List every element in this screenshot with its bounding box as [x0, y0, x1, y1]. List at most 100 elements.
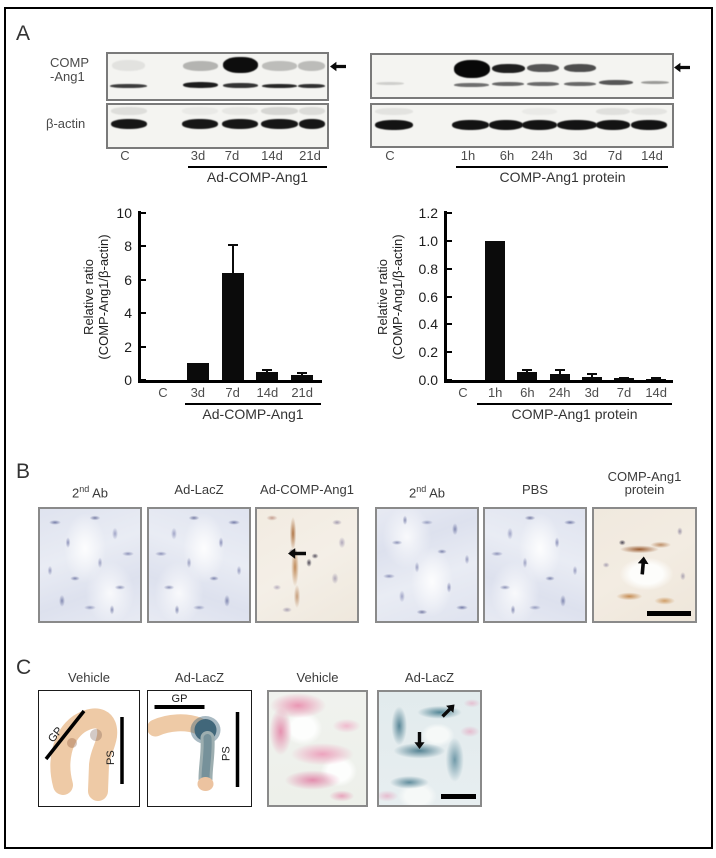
annotation-arrow-icon [439, 701, 459, 721]
blot-band [111, 119, 147, 129]
error-bar-cap [522, 369, 533, 372]
histology-image-comp-ang1-protein [592, 507, 697, 623]
error-bar-stem [623, 377, 625, 380]
image-label-ad-lacz: Ad-LacZ [174, 482, 224, 497]
bar-24h [549, 374, 570, 380]
loading-control-label: β-actin [46, 116, 86, 131]
image-label-comp-ang1-protein: COMP-Ang1 protein [592, 470, 697, 496]
y-tick-label: 0.8 [418, 260, 438, 277]
group-underline [188, 166, 327, 168]
label-rest: Ab [89, 485, 109, 501]
ps-label: PS [105, 750, 117, 765]
lane-label: 1h [460, 148, 476, 163]
y-tick-mark [447, 323, 452, 326]
y-tick-label: 0.4 [418, 316, 438, 333]
histology-image-pbs [483, 507, 587, 623]
error-bar-stem [266, 369, 269, 373]
x-tick-label: 7d [225, 385, 240, 400]
x-tick-label: 1h [487, 385, 503, 400]
error-bar-cap [262, 368, 273, 371]
bar-1h [485, 240, 506, 380]
gross-specimen-vehicle: GP PS [38, 690, 140, 807]
gp-line [44, 709, 86, 761]
specimen-photo-vehicle: GP PS [44, 708, 124, 801]
group-underline [456, 166, 668, 168]
y-tick-mark [447, 379, 452, 381]
ps-label: PS [221, 746, 233, 761]
blot-band [492, 82, 524, 86]
x-tick-label: 3d [190, 385, 206, 400]
y-tick-mark [447, 267, 452, 270]
y-tick-mark [141, 312, 146, 315]
bar-14d [256, 372, 279, 380]
histology-image-ad-lacz [147, 507, 251, 623]
blot-band [262, 61, 297, 71]
y-tick-label: 2 [124, 338, 132, 355]
band-marker-arrow-icon [674, 62, 690, 73]
y-axis-right [444, 211, 447, 383]
western-blot-comp-ang1-right [370, 53, 674, 99]
lane-label: 21d [299, 148, 321, 163]
blot-band [492, 64, 525, 73]
label-rest: Ab [426, 485, 446, 501]
y-tick-mark [141, 212, 146, 214]
lane-label: 24h [531, 148, 553, 163]
x-tick-label: 14d [645, 385, 668, 400]
histology-image-2nd-ab-left [38, 507, 142, 623]
blot-band [452, 120, 489, 130]
x-tick-label: 24h [548, 385, 571, 400]
blot-band [261, 119, 298, 129]
group-label: Ad-COMP-Ang1 [206, 169, 309, 185]
lane-label: 7d [607, 148, 623, 163]
blot-band [527, 82, 559, 86]
blot-band [641, 81, 669, 84]
y-tick-mark [141, 278, 146, 281]
image-label-2nd-ab: 2nd Ab [375, 483, 479, 499]
histology-image-2nd-ab-right [375, 507, 479, 623]
label-base: 2 [71, 485, 80, 501]
error-bar-cap [586, 373, 597, 376]
blot-band [262, 84, 297, 88]
blot-band [376, 82, 404, 85]
error-bar-stem [231, 244, 234, 274]
blot-band [454, 60, 490, 78]
blot-band [261, 107, 298, 115]
blot-band [375, 108, 413, 115]
x-tick-label: C [158, 385, 168, 400]
image-label-ad-comp-ang1: Ad-COMP-Ang1 [260, 482, 354, 497]
y-tick-mark [447, 351, 452, 354]
error-bar-stem [655, 378, 658, 381]
y-tick-mark [447, 239, 452, 242]
y-tick-label: 0 [124, 372, 132, 388]
y-tick-label: 0.6 [418, 288, 438, 305]
blot-band [454, 83, 489, 87]
figure-border [4, 7, 713, 849]
y-axis-label-line1: Relative ratio [375, 259, 390, 335]
blot-band [375, 120, 413, 130]
gp-label: GP [172, 693, 188, 705]
error-bar-cap [297, 372, 308, 375]
gross-specimen-ad-lacz: GP PS [147, 690, 252, 807]
scale-bar [441, 794, 476, 799]
blot-band [298, 61, 325, 71]
error-bar-cap [651, 377, 662, 380]
group-label: COMP-Ang1 protein [499, 169, 626, 185]
blot-band [527, 64, 559, 72]
lane-label: C [385, 148, 395, 163]
specimen-photo-ad-lacz: GP PS [147, 693, 240, 791]
y-tick-label: 10 [116, 205, 132, 221]
image-label-2nd-ab: 2nd Ab [38, 483, 142, 499]
blot-band [183, 82, 218, 88]
x-tick-label: 7d [616, 385, 632, 400]
histology-label-vehicle: Vehicle [296, 670, 339, 685]
blot-band [596, 120, 630, 130]
blot-band [183, 61, 218, 71]
group-label: Ad-COMP-Ang1 [202, 406, 304, 422]
group-label: COMP-Ang1 protein [511, 406, 638, 422]
y-tick-label: 8 [124, 238, 132, 255]
blot-band [182, 107, 218, 115]
group-underline [477, 403, 672, 405]
y-tick-label: 0.2 [418, 344, 438, 361]
histology-image-vehicle [267, 690, 368, 807]
